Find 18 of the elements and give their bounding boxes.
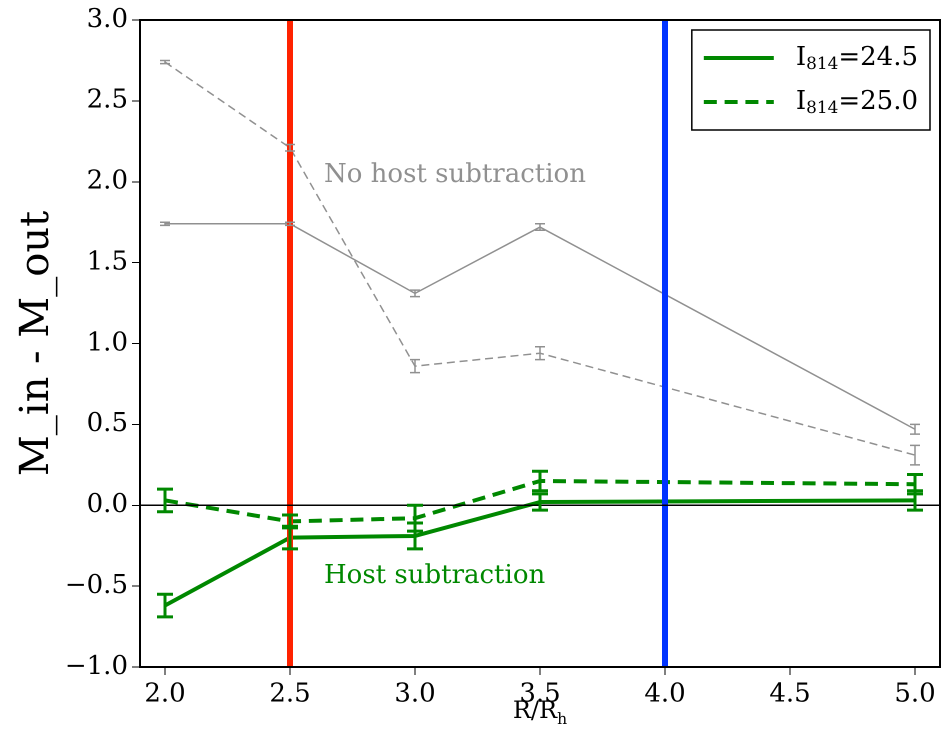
- x-tick-label: 2.0: [144, 678, 186, 708]
- y-tick-label: 1.0: [86, 327, 128, 358]
- x-tick-label: 3.0: [394, 678, 436, 708]
- y-tick-label: −0.5: [64, 570, 128, 600]
- y-tick-label: −1.0: [64, 650, 128, 681]
- x-tick-label: 2.5: [269, 678, 311, 708]
- y-tick-label: 0.0: [86, 489, 128, 519]
- y-tick-label: 3.0: [86, 4, 128, 34]
- y-axis-title: M_in - M_out: [12, 210, 58, 476]
- y-tick-label: 1.5: [86, 246, 128, 276]
- x-tick-label: 4.5: [769, 678, 811, 708]
- y-tick-label: 2.0: [86, 166, 128, 196]
- y-tick-label: 2.5: [86, 84, 128, 115]
- x-tick-label: 4.0: [644, 678, 686, 708]
- annotation: No host subtraction: [324, 159, 586, 190]
- annotation: Host subtraction: [324, 560, 546, 590]
- x-tick-label: 5.0: [894, 678, 936, 708]
- y-tick-label: 0.5: [86, 408, 128, 438]
